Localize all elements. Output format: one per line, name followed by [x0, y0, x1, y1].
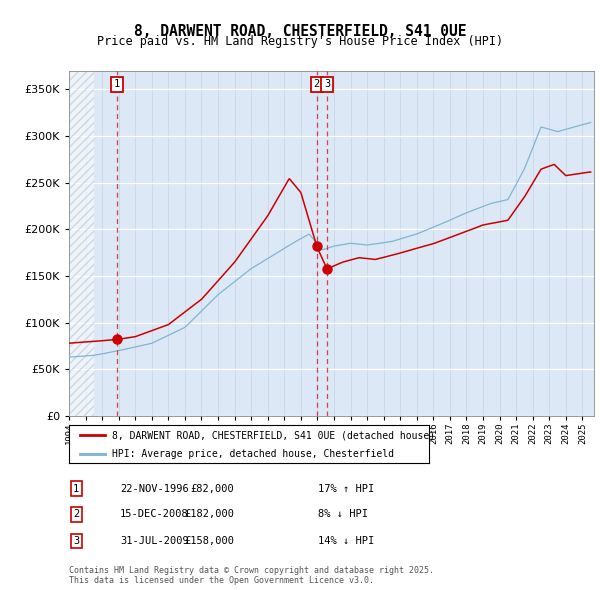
Text: £158,000: £158,000	[184, 536, 234, 546]
Text: £182,000: £182,000	[184, 510, 234, 519]
Text: 3: 3	[73, 536, 79, 546]
Text: Price paid vs. HM Land Registry's House Price Index (HPI): Price paid vs. HM Land Registry's House …	[97, 35, 503, 48]
Text: 14% ↓ HPI: 14% ↓ HPI	[318, 536, 374, 546]
Text: 17% ↑ HPI: 17% ↑ HPI	[318, 484, 374, 493]
Text: 8% ↓ HPI: 8% ↓ HPI	[318, 510, 368, 519]
Text: 1: 1	[114, 80, 120, 90]
Text: 8, DARWENT ROAD, CHESTERFIELD, S41 0UE: 8, DARWENT ROAD, CHESTERFIELD, S41 0UE	[134, 24, 466, 38]
Text: 31-JUL-2009: 31-JUL-2009	[120, 536, 189, 546]
Text: 3: 3	[324, 80, 330, 90]
Text: Contains HM Land Registry data © Crown copyright and database right 2025.
This d: Contains HM Land Registry data © Crown c…	[69, 566, 434, 585]
Text: £82,000: £82,000	[190, 484, 234, 493]
Text: 8, DARWENT ROAD, CHESTERFIELD, S41 0UE (detached house): 8, DARWENT ROAD, CHESTERFIELD, S41 0UE (…	[112, 430, 436, 440]
Text: 1: 1	[73, 484, 79, 493]
Text: 22-NOV-1996: 22-NOV-1996	[120, 484, 189, 493]
Text: HPI: Average price, detached house, Chesterfield: HPI: Average price, detached house, Ches…	[112, 448, 394, 458]
Text: 15-DEC-2008: 15-DEC-2008	[120, 510, 189, 519]
Text: 2: 2	[73, 510, 79, 519]
Bar	[69, 71, 94, 416]
Text: 2: 2	[314, 80, 320, 90]
